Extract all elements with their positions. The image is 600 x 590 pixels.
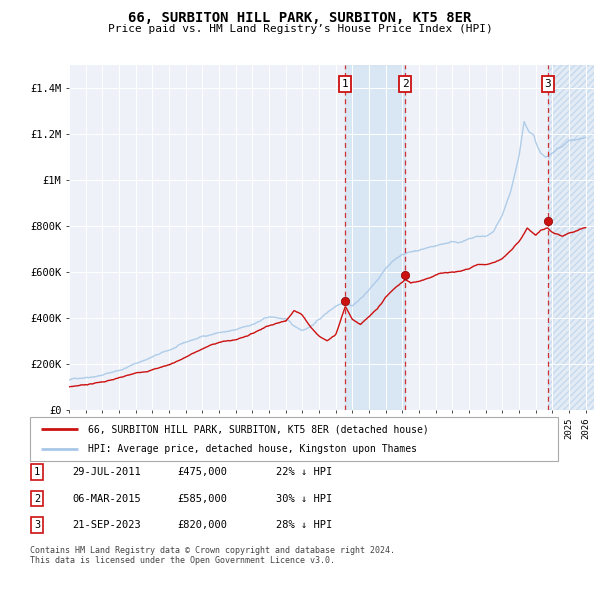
Bar	[548, 65, 594, 410]
Text: £475,000: £475,000	[177, 467, 227, 477]
Text: This data is licensed under the Open Government Licence v3.0.: This data is licensed under the Open Gov…	[30, 556, 335, 565]
Text: 06-MAR-2015: 06-MAR-2015	[72, 494, 141, 503]
Text: 2: 2	[402, 79, 409, 89]
Text: Price paid vs. HM Land Registry’s House Price Index (HPI): Price paid vs. HM Land Registry’s House …	[107, 24, 493, 34]
Text: 28% ↓ HPI: 28% ↓ HPI	[276, 520, 332, 530]
FancyBboxPatch shape	[30, 417, 558, 461]
Text: 22% ↓ HPI: 22% ↓ HPI	[276, 467, 332, 477]
Text: 30% ↓ HPI: 30% ↓ HPI	[276, 494, 332, 503]
Text: HPI: Average price, detached house, Kingston upon Thames: HPI: Average price, detached house, King…	[88, 444, 417, 454]
Text: 2: 2	[34, 494, 40, 503]
Text: 66, SURBITON HILL PARK, SURBITON, KT5 8ER: 66, SURBITON HILL PARK, SURBITON, KT5 8E…	[128, 11, 472, 25]
Text: 29-JUL-2011: 29-JUL-2011	[72, 467, 141, 477]
Bar	[548, 65, 594, 410]
Bar	[548, 65, 594, 410]
Text: 1: 1	[34, 467, 40, 477]
Text: 21-SEP-2023: 21-SEP-2023	[72, 520, 141, 530]
Text: £585,000: £585,000	[177, 494, 227, 503]
Text: £820,000: £820,000	[177, 520, 227, 530]
Text: 66, SURBITON HILL PARK, SURBITON, KT5 8ER (detached house): 66, SURBITON HILL PARK, SURBITON, KT5 8E…	[88, 424, 429, 434]
Text: 3: 3	[544, 79, 551, 89]
Text: 3: 3	[34, 520, 40, 530]
Bar	[346, 65, 405, 410]
Text: Contains HM Land Registry data © Crown copyright and database right 2024.: Contains HM Land Registry data © Crown c…	[30, 546, 395, 555]
Text: 1: 1	[342, 79, 349, 89]
